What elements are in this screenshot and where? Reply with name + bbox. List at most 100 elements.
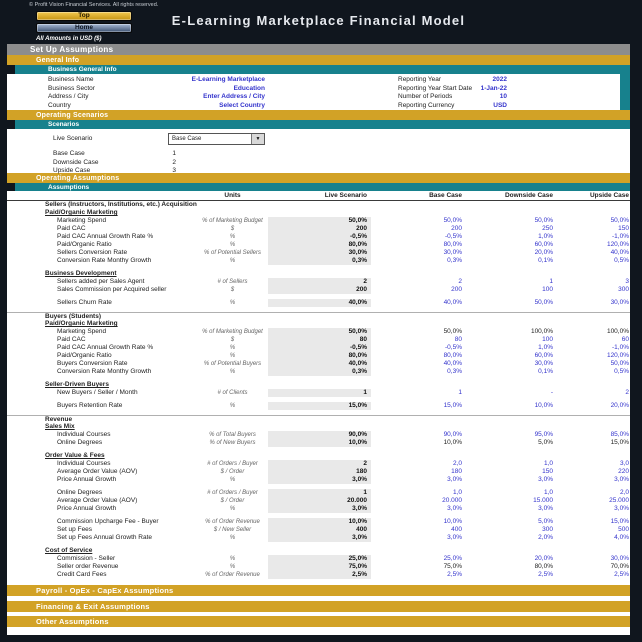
downside-case-cell[interactable]: 300 — [542, 526, 553, 533]
base-case-cell[interactable]: 3,0% — [447, 534, 462, 541]
downside-case-cell[interactable]: 2,0% — [538, 534, 553, 541]
live-scenario-cell[interactable]: 3,0% — [268, 476, 371, 484]
upside-case-cell[interactable]: 3,0% — [614, 476, 629, 483]
upside-case-cell[interactable]: 40,0% — [610, 249, 629, 256]
live-scenario-cell[interactable]: 20.000 — [268, 497, 371, 505]
live-scenario-cell[interactable]: 200 — [268, 225, 371, 233]
live-scenario-cell[interactable]: 3,0% — [268, 534, 371, 542]
downside-case-cell[interactable]: 5,0% — [538, 518, 553, 525]
downside-case-cell[interactable]: 30,0% — [534, 360, 553, 367]
upside-case-cell[interactable]: 220 — [618, 468, 629, 475]
downside-case-cell[interactable]: 100 — [542, 336, 553, 343]
base-case-cell[interactable]: 40,0% — [443, 299, 462, 306]
downside-case-cell[interactable]: - — [550, 389, 553, 396]
base-case-cell[interactable]: 3,0% — [447, 505, 462, 512]
live-scenario-cell[interactable]: 80 — [268, 336, 371, 344]
live-scenario-cell[interactable]: 50,0% — [268, 217, 371, 225]
base-case-cell[interactable]: 50,0% — [443, 217, 462, 224]
live-scenario-cell[interactable]: 80,0% — [268, 352, 371, 360]
downside-case-cell[interactable]: 0,1% — [538, 368, 553, 375]
base-case-cell[interactable]: 80,0% — [443, 241, 462, 248]
live-scenario-cell[interactable]: 3,0% — [268, 505, 371, 513]
live-scenario-cell[interactable]: 90,0% — [268, 431, 371, 439]
upside-case-cell[interactable]: -1,0% — [612, 233, 629, 240]
live-scenario-cell[interactable]: 200 — [268, 286, 371, 294]
downside-case-cell[interactable]: 20,0% — [534, 555, 553, 562]
base-case-cell[interactable]: -0,5% — [445, 233, 462, 240]
upside-case-cell[interactable]: 25.000 — [609, 497, 629, 504]
downside-case-cell[interactable]: 0,1% — [538, 257, 553, 264]
base-case-cell[interactable]: 30,0% — [443, 249, 462, 256]
downside-case-cell[interactable]: 95,0% — [534, 431, 553, 438]
live-scenario-cell[interactable]: 75,0% — [268, 563, 371, 571]
base-case-cell[interactable]: 1,0 — [452, 489, 462, 496]
upside-case-cell[interactable]: 3,0% — [614, 505, 629, 512]
base-case-cell[interactable]: 25,0% — [443, 555, 462, 562]
live-scenario-cell[interactable]: 0,3% — [268, 368, 371, 376]
live-scenario-cell[interactable]: 30,0% — [268, 249, 371, 257]
base-case-cell[interactable]: 400 — [451, 526, 462, 533]
base-case-cell[interactable]: 0,3% — [447, 257, 462, 264]
live-scenario-cell[interactable]: 80,0% — [268, 241, 371, 249]
base-case-cell[interactable]: 10,0% — [443, 518, 462, 525]
start-date-value[interactable]: 1-Jan-22 — [480, 84, 507, 92]
live-scenario-dropdown[interactable]: Base Case ▼ — [168, 132, 265, 145]
downside-case-cell[interactable]: 250 — [542, 225, 553, 232]
base-case-cell[interactable]: 90,0% — [443, 431, 462, 438]
base-case-cell[interactable]: 1 — [458, 389, 462, 396]
downside-case-cell[interactable]: 60,0% — [534, 352, 553, 359]
base-case-cell[interactable]: 15,0% — [443, 402, 462, 409]
base-case-cell[interactable]: 2,0 — [452, 460, 462, 467]
live-scenario-cell[interactable]: -0,5% — [268, 233, 371, 241]
upside-case-cell[interactable]: 2 — [625, 389, 629, 396]
base-case-cell[interactable]: 3,0% — [447, 476, 462, 483]
upside-case-cell[interactable]: 0,5% — [614, 257, 629, 264]
live-scenario-cell[interactable]: 400 — [268, 526, 371, 534]
live-scenario-cell[interactable]: 15,0% — [268, 402, 371, 410]
live-scenario-cell[interactable]: 50,0% — [268, 328, 371, 336]
upside-case-cell[interactable]: 30,0% — [610, 299, 629, 306]
live-scenario-cell[interactable]: 180 — [268, 468, 371, 476]
downside-case-cell[interactable]: 50,0% — [534, 299, 553, 306]
downside-case-cell[interactable]: 60,0% — [534, 241, 553, 248]
upside-case-cell[interactable]: 150 — [618, 225, 629, 232]
upside-case-cell[interactable]: 4,0% — [614, 534, 629, 541]
top-button[interactable]: Top — [36, 11, 132, 21]
downside-case-cell[interactable]: 3,0% — [538, 505, 553, 512]
business-name-value[interactable]: E-Learning Marketplace — [191, 76, 265, 83]
upside-case-cell[interactable]: 60 — [621, 336, 629, 343]
upside-case-cell[interactable]: 300 — [618, 286, 629, 293]
live-scenario-cell[interactable]: 40,0% — [268, 360, 371, 368]
number-of-periods-value[interactable]: 10 — [499, 93, 507, 100]
base-case-cell[interactable]: 2 — [458, 278, 462, 285]
base-case-cell[interactable]: 0,3% — [447, 368, 462, 375]
base-case-cell[interactable]: 2,5% — [447, 571, 462, 578]
base-case-cell[interactable]: 80 — [454, 336, 462, 343]
live-scenario-cell[interactable]: 1 — [268, 489, 371, 497]
live-scenario-cell[interactable]: 0,3% — [268, 257, 371, 265]
upside-case-cell[interactable]: 2,5% — [614, 571, 629, 578]
upside-case-cell[interactable]: 3,0 — [619, 460, 629, 467]
chevron-down-icon[interactable]: ▼ — [251, 133, 264, 144]
downside-case-cell[interactable]: 2,5% — [538, 571, 553, 578]
live-scenario-cell[interactable]: 10,0% — [268, 439, 371, 447]
downside-case-cell[interactable]: 15.000 — [533, 497, 553, 504]
country-value[interactable]: Select Country — [219, 101, 265, 109]
live-scenario-cell[interactable]: 2 — [268, 278, 371, 286]
base-case-cell[interactable]: 80,0% — [443, 352, 462, 359]
upside-case-cell[interactable]: 15,0% — [610, 518, 629, 525]
downside-case-cell[interactable]: 1 — [549, 278, 553, 285]
downside-case-cell[interactable]: 3,0% — [538, 476, 553, 483]
downside-case-cell[interactable]: 1,0 — [543, 489, 553, 496]
base-case-cell[interactable]: 200 — [451, 225, 462, 232]
address-city-value[interactable]: Enter Address / City — [203, 93, 265, 100]
live-scenario-cell[interactable]: 10,0% — [268, 518, 371, 526]
upside-case-cell[interactable]: 50,0% — [610, 360, 629, 367]
base-case-cell[interactable]: 20.000 — [442, 497, 462, 504]
upside-case-cell[interactable]: 120,0% — [606, 241, 629, 248]
live-scenario-cell[interactable]: 2,5% — [268, 571, 371, 579]
upside-case-cell[interactable]: 120,0% — [606, 352, 629, 359]
downside-case-cell[interactable]: 1,0 — [543, 460, 553, 467]
base-case-cell[interactable]: -0,5% — [445, 344, 462, 351]
base-case-cell[interactable]: 180 — [451, 468, 462, 475]
